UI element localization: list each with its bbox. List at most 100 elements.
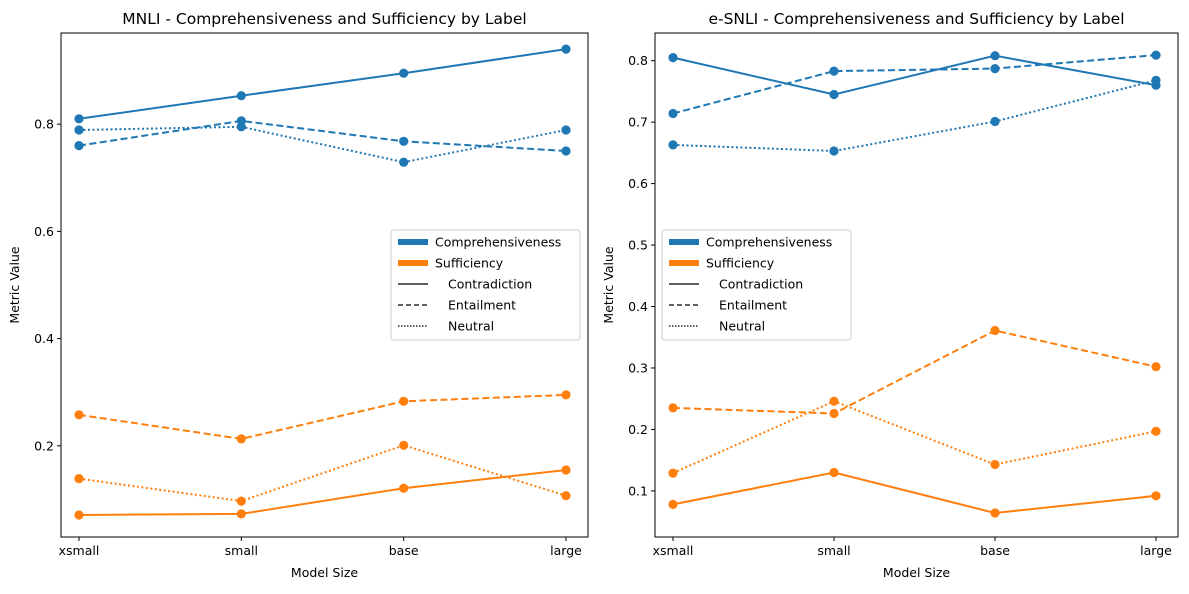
chart-title: MNLI - Comprehensiveness and Sufficiency… (122, 10, 526, 28)
series-line-comprehensiveness-entailment (78, 119, 567, 152)
data-point-sufficiency-neutral-large (1151, 426, 1161, 436)
data-point-comprehensiveness-entailment-small (829, 66, 839, 76)
legend-label-contradiction: Contradiction (448, 277, 532, 292)
y-tick-label: 0.3 (628, 360, 648, 375)
x-axis-label: Model Size (291, 565, 358, 580)
data-point-comprehensiveness-contradiction-small (236, 91, 246, 101)
legend-label-neutral: Neutral (448, 319, 494, 334)
x-tick-label: small (225, 543, 258, 558)
data-point-comprehensiveness-entailment-large (561, 146, 571, 156)
y-tick-label: 0.2 (34, 438, 54, 453)
data-point-sufficiency-entailment-large (561, 390, 571, 400)
legend-label-neutral: Neutral (719, 319, 765, 334)
data-point-comprehensiveness-entailment-base (399, 136, 409, 146)
legend-label-sufficiency: Sufficiency (435, 256, 504, 271)
y-axis-label: Metric Value (601, 246, 616, 323)
data-point-sufficiency-entailment-small (236, 434, 246, 444)
series-line-comprehensiveness-neutral (78, 125, 567, 164)
data-point-comprehensiveness-neutral-xsmall (74, 125, 84, 135)
series-line-comprehensiveness-entailment (672, 54, 1157, 115)
x-tick-label: large (550, 543, 582, 558)
plot-frame (654, 32, 1179, 538)
data-point-sufficiency-contradiction-small (236, 509, 246, 519)
esnli-chart: e-SNLI - Comprehensiveness and Sufficien… (601, 10, 1179, 580)
legend-label-comprehensiveness: Comprehensiveness (706, 235, 832, 250)
y-tick-label: 0.1 (628, 483, 648, 498)
data-point-sufficiency-contradiction-base (399, 483, 409, 493)
data-point-comprehensiveness-entailment-base (990, 64, 1000, 74)
data-point-comprehensiveness-neutral-small (236, 122, 246, 132)
y-tick-label: 0.6 (34, 224, 54, 239)
x-tick-label: base (980, 543, 1010, 558)
data-point-comprehensiveness-entailment-large (1151, 50, 1161, 60)
data-point-comprehensiveness-neutral-large (561, 125, 571, 135)
legend: Comprehensiveness Sufficiency Contradictio… (390, 229, 581, 341)
mnli-chart: MNLI - Comprehensiveness and Sufficiency… (7, 10, 589, 580)
x-axis-label: Model Size (883, 565, 950, 580)
data-point-sufficiency-neutral-small (236, 496, 246, 506)
y-tick-label: 0.8 (34, 117, 54, 132)
y-tick-label: 0.4 (628, 299, 648, 314)
legend-label-comprehensiveness: Comprehensiveness (435, 235, 561, 250)
x-tick-label: large (1140, 543, 1172, 558)
chart-title: e-SNLI - Comprehensiveness and Sufficien… (708, 10, 1124, 28)
data-point-sufficiency-neutral-base (399, 440, 409, 450)
series-line-sufficiency-neutral (672, 400, 1157, 475)
series-line-comprehensiveness-contradiction (672, 54, 1157, 96)
x-tick-label: xsmall (653, 543, 694, 558)
data-point-comprehensiveness-neutral-large (1151, 75, 1161, 85)
series-line-sufficiency-neutral (78, 444, 567, 503)
data-point-comprehensiveness-neutral-base (399, 157, 409, 167)
data-point-sufficiency-neutral-small (829, 396, 839, 406)
series-line-sufficiency-contradiction (78, 469, 567, 516)
data-point-comprehensiveness-contradiction-xsmall (74, 114, 84, 124)
data-point-comprehensiveness-contradiction-large (561, 44, 571, 54)
series-line-sufficiency-entailment (672, 329, 1157, 415)
data-point-sufficiency-contradiction-base (990, 508, 1000, 518)
series-line-sufficiency-contradiction (672, 471, 1157, 515)
legend-label-contradiction: Contradiction (719, 277, 803, 292)
data-point-sufficiency-entailment-base (990, 325, 1000, 336)
data-point-sufficiency-contradiction-small (829, 467, 839, 478)
series-line-sufficiency-entailment (78, 393, 567, 440)
legend-label-sufficiency: Sufficiency (706, 256, 775, 271)
plot-frame (60, 32, 589, 538)
data-point-comprehensiveness-contradiction-base (990, 51, 1000, 61)
data-point-sufficiency-neutral-large (561, 491, 571, 501)
y-tick-label: 0.6 (628, 176, 648, 191)
data-point-sufficiency-entailment-base (399, 396, 409, 406)
data-point-comprehensiveness-contradiction-small (829, 89, 839, 100)
data-point-sufficiency-contradiction-xsmall (668, 499, 678, 509)
legend: Comprehensiveness Sufficiency Contradictio… (661, 229, 852, 341)
x-tick-label: xsmall (59, 543, 100, 558)
data-point-comprehensiveness-neutral-small (829, 146, 839, 156)
data-point-sufficiency-entailment-small (829, 408, 839, 419)
data-point-sufficiency-neutral-base (990, 459, 1000, 470)
data-point-comprehensiveness-contradiction-xsmall (668, 53, 678, 63)
legend-label-entailment: Entailment (448, 298, 516, 313)
data-point-sufficiency-contradiction-large (1151, 491, 1161, 501)
data-point-sufficiency-entailment-xsmall (668, 403, 678, 413)
data-point-sufficiency-entailment-large (1151, 362, 1161, 372)
data-point-sufficiency-contradiction-large (561, 465, 571, 475)
x-tick-label: small (817, 543, 850, 558)
data-point-comprehensiveness-neutral-base (990, 116, 1000, 127)
legend-frame (661, 229, 852, 341)
data-point-comprehensiveness-entailment-xsmall (668, 108, 678, 119)
data-point-comprehensiveness-neutral-xsmall (668, 140, 678, 150)
data-point-sufficiency-entailment-xsmall (74, 410, 84, 420)
x-tick-label: base (389, 543, 419, 558)
y-tick-label: 0.5 (628, 238, 648, 253)
series-line-comprehensiveness-contradiction (78, 48, 567, 120)
legend-label-entailment: Entailment (719, 298, 787, 313)
data-point-sufficiency-neutral-xsmall (74, 474, 84, 484)
data-point-comprehensiveness-contradiction-base (399, 68, 409, 78)
data-point-sufficiency-neutral-xsmall (668, 468, 678, 478)
y-tick-label: 0.2 (628, 422, 648, 437)
y-axis-label: Metric Value (7, 246, 22, 323)
y-tick-label: 0.4 (34, 331, 54, 346)
y-tick-label: 0.8 (628, 53, 648, 68)
data-point-sufficiency-contradiction-xsmall (74, 510, 84, 520)
